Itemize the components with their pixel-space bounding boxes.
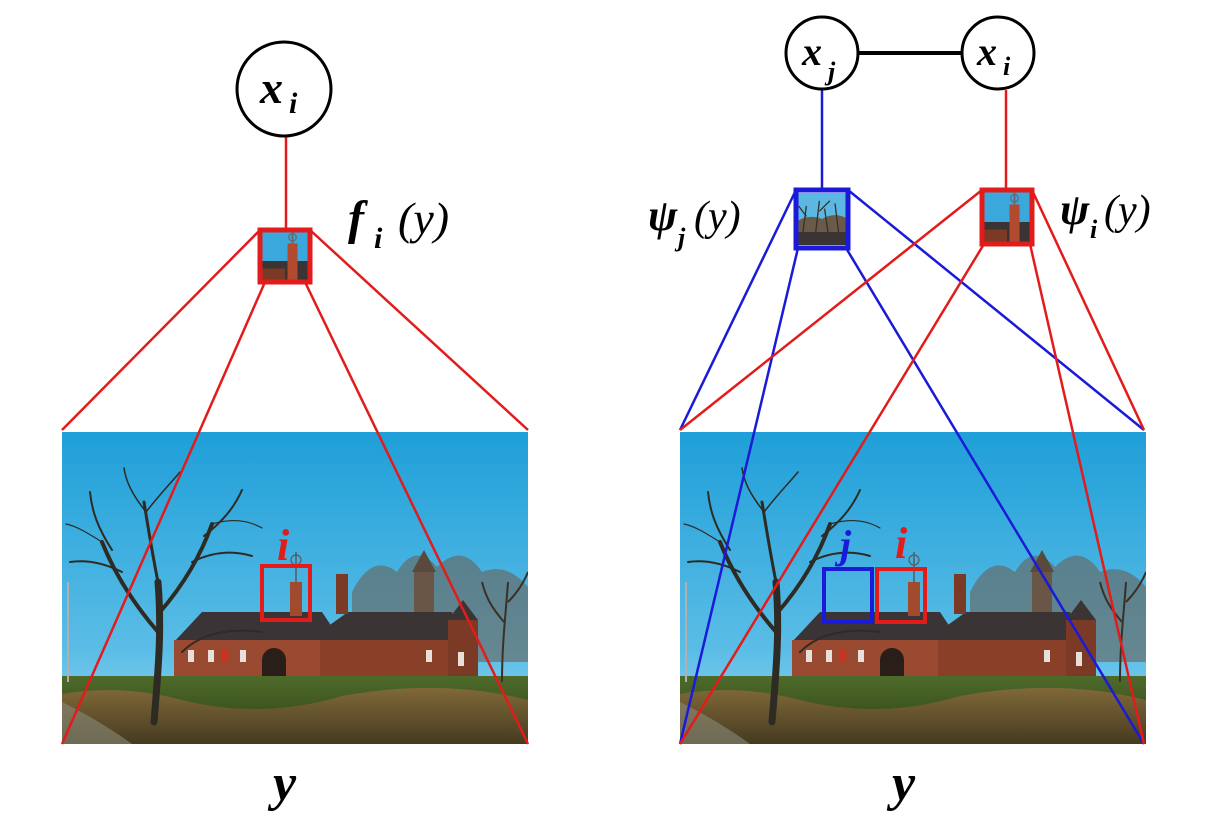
factor-label-fi: f i (y) [348,192,449,255]
projection-lines-blue [678,90,1146,745]
factor-psij-fn: ψ [648,191,678,240]
image-label-y-right: y [886,755,916,812]
factor-fi-fn: f [348,192,368,245]
node-xi-right-var: x [976,29,997,74]
region-box-i-left [260,564,312,622]
factor-patch-left [257,227,313,285]
factor-psii-arg: (y) [1104,188,1151,234]
factor-label-psij: ψ j (y) [648,191,741,252]
factor-patch-j [793,187,851,251]
right-panel: x j x i ψ j (y) ψ i (y) [648,15,1151,812]
node-xj: x j [784,15,860,91]
factor-label-psii: ψ i (y) [1060,185,1151,244]
node-xi-right: x i [960,15,1036,91]
node-xi-left: x i [235,40,333,138]
factor-patch-i-right [979,187,1035,247]
node-xi-sub: i [289,87,298,120]
node-xi-right-sub: i [1003,52,1011,81]
region-box-i-right [875,567,927,624]
node-xi-var: x [259,62,283,113]
left-panel: x i f i (y) i y [60,40,530,812]
image-label-y-left: y [267,755,297,812]
factor-fi-sub: i [374,222,383,255]
factor-psii-sub: i [1090,215,1098,244]
factor-psii-fn: ψ [1060,185,1090,234]
projection-lines-red [678,90,1146,745]
region-label-i-left: i [277,521,290,570]
node-xj-var: x [801,29,822,74]
factor-psij-arg: (y) [694,194,741,240]
region-box-j [822,567,874,624]
projection-lines-left [60,137,530,745]
landscape-image-right [680,432,1146,744]
region-label-i-right: i [895,519,908,568]
factor-fi-arg: (y) [398,193,449,244]
